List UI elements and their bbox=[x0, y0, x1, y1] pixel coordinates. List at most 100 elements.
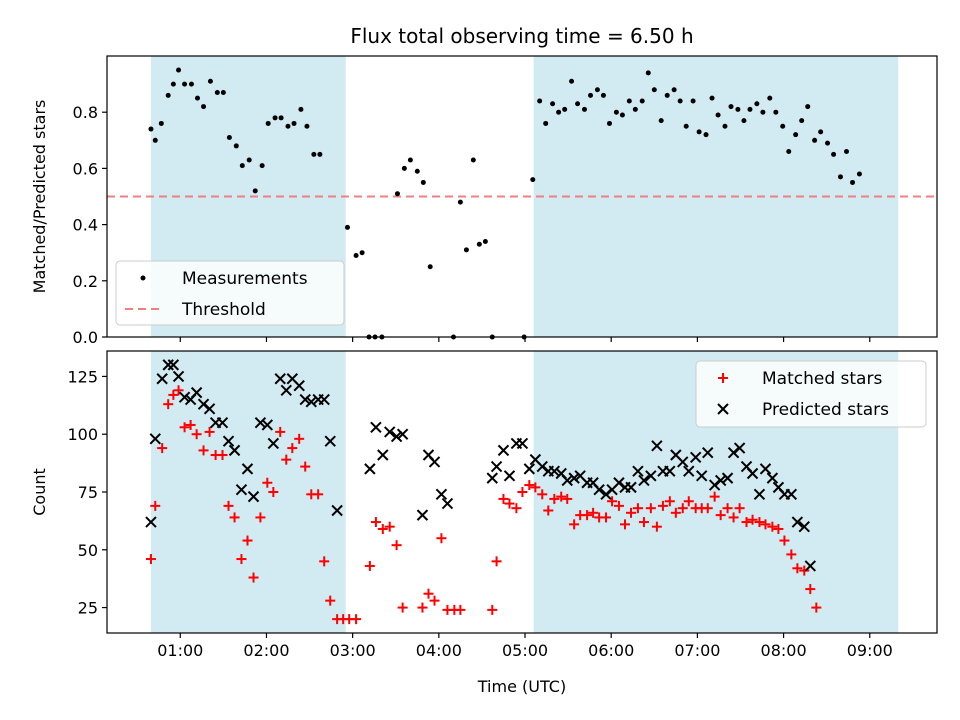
predicted-star-point bbox=[261, 419, 274, 431]
marker-stroke bbox=[222, 435, 235, 447]
measurement-point bbox=[581, 106, 587, 112]
matched-star-point bbox=[384, 521, 395, 532]
marker-stroke bbox=[772, 481, 785, 494]
measurement-point bbox=[747, 106, 753, 112]
matched-star-point bbox=[300, 461, 311, 472]
marker-stroke bbox=[396, 428, 409, 440]
measurement-point bbox=[298, 106, 304, 112]
predicted-star-point bbox=[695, 470, 708, 482]
legend-box bbox=[115, 260, 345, 326]
matched-star-point bbox=[191, 429, 202, 440]
matched-star-point bbox=[562, 493, 573, 504]
matched-star-point bbox=[613, 500, 624, 511]
marker-stroke bbox=[625, 481, 637, 494]
measurement-point bbox=[246, 157, 252, 163]
predicted-star-point bbox=[241, 463, 254, 475]
matched-star-point bbox=[767, 521, 778, 532]
measurement-point bbox=[671, 87, 677, 93]
measurement-point bbox=[359, 250, 365, 256]
x-tick-label: 04:00 bbox=[416, 641, 462, 660]
marker-stroke bbox=[293, 379, 305, 392]
marker-stroke bbox=[162, 359, 174, 371]
marker-stroke bbox=[318, 393, 330, 406]
marker-stroke bbox=[178, 391, 191, 403]
measurement-point bbox=[259, 163, 265, 169]
legend-marker bbox=[717, 403, 729, 415]
predicted-star-point bbox=[651, 440, 663, 452]
predicted-star-point bbox=[324, 435, 336, 447]
y-axis-label: Count bbox=[30, 468, 49, 516]
predicted-star-point bbox=[247, 490, 260, 503]
matched-star-point bbox=[741, 517, 752, 528]
measurement-point bbox=[651, 87, 657, 93]
marker-stroke bbox=[497, 444, 510, 457]
matched-star-point bbox=[645, 503, 656, 514]
predicted-star-point bbox=[190, 386, 203, 399]
predicted-star-point bbox=[216, 416, 229, 429]
matched-star-point bbox=[370, 517, 381, 528]
matched-star-point bbox=[607, 496, 618, 507]
predicted-star-point bbox=[486, 472, 498, 484]
marker-stroke bbox=[746, 467, 759, 480]
matched-star-point bbox=[417, 602, 428, 613]
measurement-point bbox=[278, 115, 284, 121]
measurement-point bbox=[152, 137, 158, 143]
measurement-point bbox=[304, 123, 310, 129]
matched-star-point bbox=[262, 477, 273, 488]
measurement-point bbox=[773, 109, 779, 115]
measurement-point bbox=[850, 179, 856, 185]
measurement-point bbox=[818, 129, 824, 135]
marker-stroke bbox=[670, 449, 682, 461]
y-axis-label: Matched/Predicted stars bbox=[30, 100, 49, 294]
matched-star-point bbox=[436, 533, 447, 544]
predicted-star-point bbox=[645, 470, 657, 482]
marker-stroke bbox=[503, 470, 516, 482]
marker-stroke bbox=[593, 483, 605, 496]
marker-stroke bbox=[516, 437, 529, 450]
measurement-point bbox=[728, 104, 734, 110]
measurement-point bbox=[722, 123, 728, 129]
marker-stroke bbox=[428, 456, 441, 468]
legend-marker bbox=[140, 275, 146, 281]
matched-star-point bbox=[537, 489, 548, 500]
marker-stroke bbox=[197, 398, 210, 410]
measurement-point bbox=[233, 143, 239, 149]
measurement-point bbox=[476, 241, 482, 247]
measurement-point bbox=[165, 92, 171, 98]
matched-star-point bbox=[657, 500, 668, 511]
matched-star-point bbox=[779, 535, 790, 546]
measurement-point bbox=[703, 132, 709, 138]
measurement-point bbox=[594, 87, 600, 93]
predicted-star-point bbox=[733, 442, 746, 454]
matched-star-point bbox=[549, 493, 560, 504]
y-tick-label: 0.2 bbox=[73, 272, 98, 291]
matched-star-point bbox=[683, 496, 694, 507]
legend-label: Predicted stars bbox=[762, 400, 889, 420]
marker-stroke bbox=[486, 472, 498, 484]
matched-star-point bbox=[491, 556, 502, 567]
marker-stroke bbox=[613, 477, 625, 489]
matched-star-point bbox=[569, 519, 580, 530]
measurement-point bbox=[220, 90, 226, 96]
measurement-point bbox=[683, 123, 689, 129]
predicted-star-point bbox=[548, 465, 561, 477]
predicted-star-point bbox=[396, 428, 409, 440]
measurement-point bbox=[658, 118, 664, 124]
predicted-star-point bbox=[435, 488, 448, 501]
predicted-star-point bbox=[167, 359, 180, 371]
marker-stroke bbox=[568, 472, 580, 484]
predicted-star-point bbox=[561, 474, 573, 487]
predicted-star-point bbox=[664, 465, 676, 477]
measurement-point bbox=[427, 264, 433, 270]
matched-star-point bbox=[351, 614, 362, 625]
measurement-point bbox=[645, 70, 651, 76]
matched-star-point bbox=[325, 595, 336, 606]
measurement-point bbox=[709, 95, 715, 101]
marker-stroke bbox=[683, 465, 695, 477]
matched-star-point bbox=[651, 521, 662, 532]
marker-stroke bbox=[390, 430, 403, 443]
measurement-point bbox=[201, 104, 207, 110]
predicted-star-point bbox=[172, 370, 185, 383]
measurement-point bbox=[394, 191, 400, 197]
measurement-point bbox=[463, 247, 469, 253]
